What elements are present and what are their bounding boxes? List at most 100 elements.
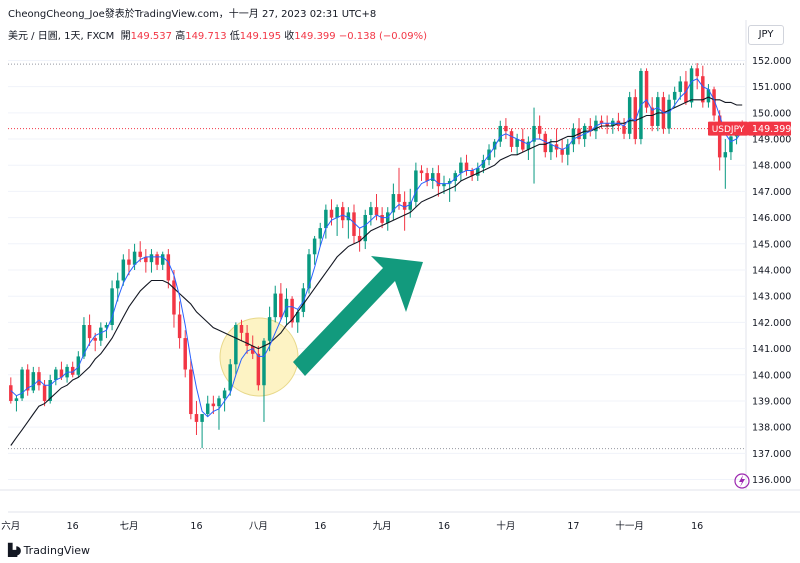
candle-body xyxy=(341,207,345,221)
candle-body xyxy=(256,353,261,386)
candle-body xyxy=(172,280,176,315)
candle-body xyxy=(672,91,677,100)
candle-body xyxy=(262,340,266,386)
candle-body xyxy=(352,212,356,236)
currency-selector[interactable]: JPY xyxy=(748,25,784,45)
event-bolt-icon-glyph xyxy=(739,475,745,487)
candle-body xyxy=(729,136,733,153)
candle-body xyxy=(588,125,593,132)
ma-layer xyxy=(10,78,743,446)
candle-body xyxy=(549,144,553,153)
candle-body xyxy=(504,125,508,132)
candle-body xyxy=(521,139,525,150)
candle-body xyxy=(324,209,328,229)
candle-body xyxy=(217,398,221,407)
candle-body xyxy=(155,254,159,265)
candle-body xyxy=(509,131,514,147)
candle-body xyxy=(357,235,362,242)
candle-body xyxy=(48,380,52,401)
high-value: 149.713 xyxy=(185,31,227,42)
candle-body xyxy=(166,254,171,281)
candle-body xyxy=(408,201,412,210)
ma-slow-line xyxy=(10,96,743,446)
price-tag-value: 149.399 xyxy=(752,124,791,135)
high-label: 高 xyxy=(175,31,186,42)
candle-body xyxy=(70,366,75,375)
axis-layer: 152.000 151.000 150.000 149.000 148.000 147.0… xyxy=(1,56,791,532)
candle-body xyxy=(667,99,671,129)
candle-body xyxy=(121,259,126,281)
candle-body xyxy=(689,68,694,103)
candle-body xyxy=(397,194,401,202)
y-tick-label: 136.000 xyxy=(752,475,791,486)
candle-body xyxy=(160,254,165,265)
candle-body xyxy=(633,97,638,140)
candle-body xyxy=(234,325,238,365)
symbol-label: 美元 / 日圓, 1天, FXCM xyxy=(8,31,115,42)
brand-name: TradingView xyxy=(23,543,91,557)
x-tick-label: 六月 xyxy=(1,520,20,532)
candle-body xyxy=(14,398,19,401)
candle-body xyxy=(717,115,722,158)
candle-body xyxy=(431,173,435,181)
price-tag-symbol-bg xyxy=(708,121,748,136)
candle-body xyxy=(656,97,660,126)
candle-body xyxy=(9,385,13,401)
candle-body xyxy=(380,215,384,223)
x-tick-label: 八月 xyxy=(249,521,268,532)
arrow-layer xyxy=(293,256,423,376)
candle-body xyxy=(453,173,458,181)
x-tick-label: 九月 xyxy=(373,520,392,532)
low-value: 149.195 xyxy=(239,31,282,42)
candle-body xyxy=(93,338,97,341)
candle-body xyxy=(419,170,424,174)
candle-body xyxy=(149,254,154,263)
candle-body xyxy=(526,141,531,150)
candle-body xyxy=(200,414,204,422)
candle-body xyxy=(622,125,626,134)
candle-body xyxy=(279,293,283,318)
x-tick-label: 十月 xyxy=(496,520,515,532)
x-tick-label: 16 xyxy=(691,521,703,532)
candle-body xyxy=(329,209,334,218)
candle-body xyxy=(402,201,407,210)
candle-body xyxy=(307,254,311,289)
candle-body xyxy=(582,125,587,140)
candle-body xyxy=(695,68,699,77)
x-tick-label: 十一月 xyxy=(615,520,644,532)
candle-body xyxy=(189,369,193,415)
y-tick-label: 141.000 xyxy=(752,344,791,355)
open-label: 開 xyxy=(120,31,131,42)
candle-body xyxy=(436,173,441,187)
y-tick-label: 140.000 xyxy=(752,370,791,381)
open-value: 149.537 xyxy=(130,31,173,42)
candle-body xyxy=(363,215,367,242)
candle-body xyxy=(132,251,137,265)
candle-body xyxy=(599,120,604,124)
candle-body xyxy=(476,167,480,176)
event-bolt-icon xyxy=(734,473,750,489)
candle-body xyxy=(470,170,474,176)
candle-body xyxy=(678,81,683,92)
tradingview-brand[interactable]: ▙◗ TradingView xyxy=(8,543,90,557)
candle-body xyxy=(222,390,227,399)
candle-body xyxy=(498,125,503,142)
candle-body xyxy=(87,325,92,339)
candle-body xyxy=(211,403,216,407)
y-tick-label: 147.000 xyxy=(752,187,791,198)
candle-body xyxy=(273,293,277,318)
y-tick-label: 138.000 xyxy=(752,423,791,434)
y-tick-label: 148.000 xyxy=(752,161,791,172)
candle-body xyxy=(82,325,86,357)
y-tick-label: 139.000 xyxy=(752,396,791,407)
candle-body xyxy=(99,327,103,341)
candle-body xyxy=(177,314,182,339)
candle-body xyxy=(560,149,564,155)
candle-body xyxy=(31,372,36,391)
candle-body xyxy=(644,70,649,108)
close-label: 收 xyxy=(284,31,295,42)
candle-body xyxy=(425,173,429,181)
symbol-ohlc-legend: 美元 / 日圓, 1天, FXCM 開149.537 高149.713 低149… xyxy=(8,27,427,42)
